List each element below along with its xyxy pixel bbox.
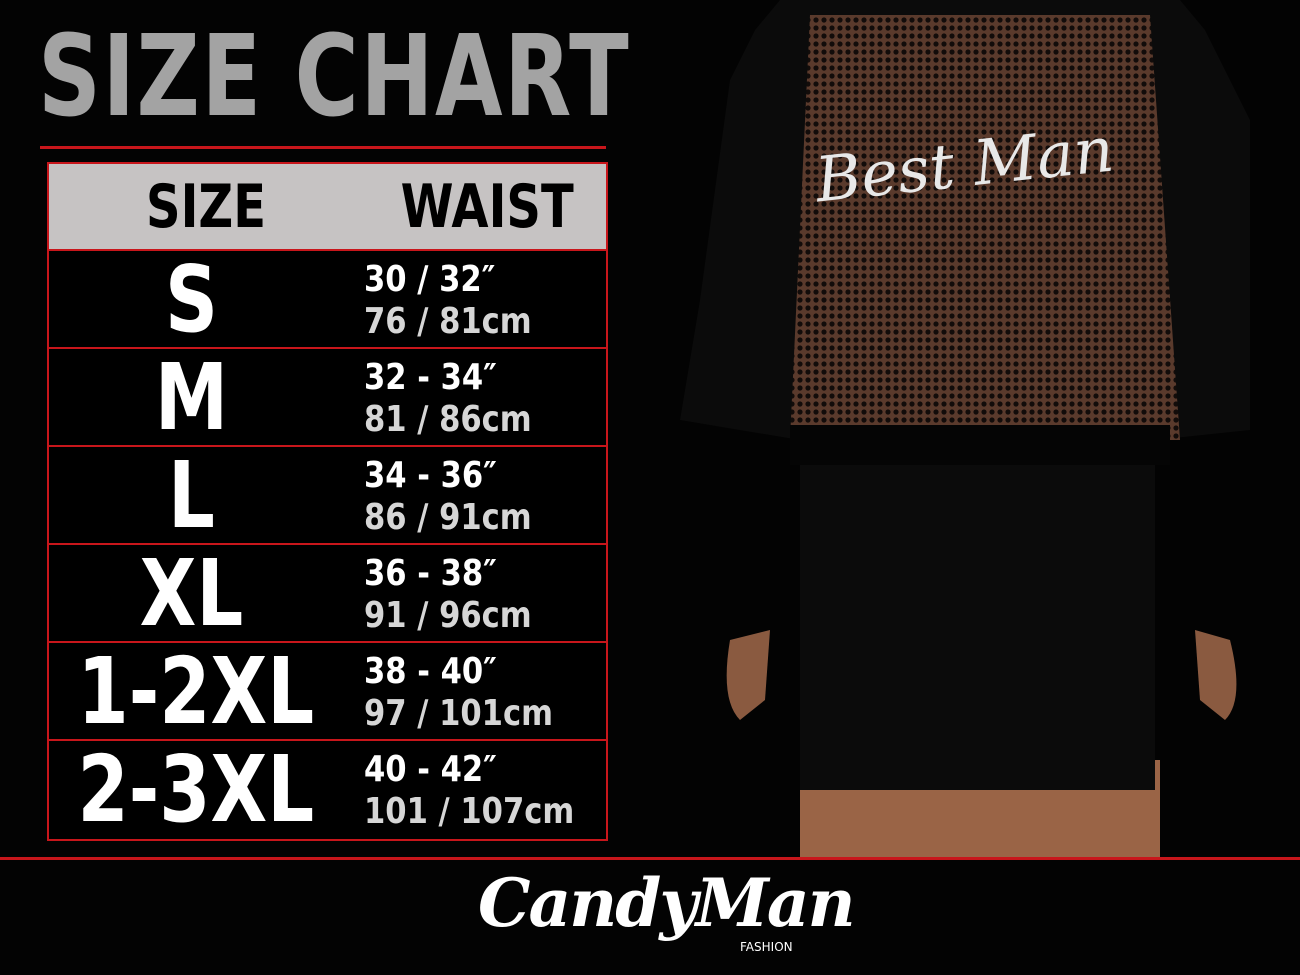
header-size: SIZE [146,172,267,242]
size-label: XL [139,540,244,647]
size-label: M [154,344,229,451]
waist-cm: 101 / 107cm [364,791,575,832]
size-label: 1-2XL [77,638,315,745]
table-row: S 30 / 32″ 76 / 81cm [49,251,606,349]
table-row: M 32 - 34″ 81 / 86cm [49,349,606,447]
waist-inches: 38 - 40″ [364,651,497,692]
size-label: S [164,246,218,353]
waist-inches: 36 - 38″ [364,553,497,594]
waist-cm: 76 / 81cm [364,301,532,342]
waist-inches: 30 / 32″ [364,259,496,300]
page-title: SIZE CHART [38,12,631,142]
size-label: L [168,442,215,549]
table-header: SIZE WAIST [49,164,606,251]
waist-inches: 40 - 42″ [364,749,497,790]
waist-cm: 91 / 96cm [364,595,532,636]
table-row: 2-3XL 40 - 42″ 101 / 107cm [49,741,606,839]
waist-inches: 34 - 36″ [364,455,497,496]
divider [40,146,606,149]
size-table: SIZE WAIST S 30 / 32″ 76 / 81cm M 32 - 34″ 8… [47,162,608,841]
table-row: L 34 - 36″ 86 / 91cm [49,447,606,545]
brand-logo: CandyMan [478,864,856,942]
size-label: 2-3XL [77,736,315,843]
table-row: 1-2XL 38 - 40″ 97 / 101cm [49,643,606,741]
brand-subtitle: FASHION [740,940,793,954]
waist-cm: 86 / 91cm [364,497,532,538]
divider [0,857,1300,860]
product-photo [680,0,1250,857]
waist-cm: 81 / 86cm [364,399,532,440]
header-waist: WAIST [400,172,574,242]
waist-cm: 97 / 101cm [364,693,553,734]
waist-inches: 32 - 34″ [364,357,497,398]
table-row: XL 36 - 38″ 91 / 96cm [49,545,606,643]
